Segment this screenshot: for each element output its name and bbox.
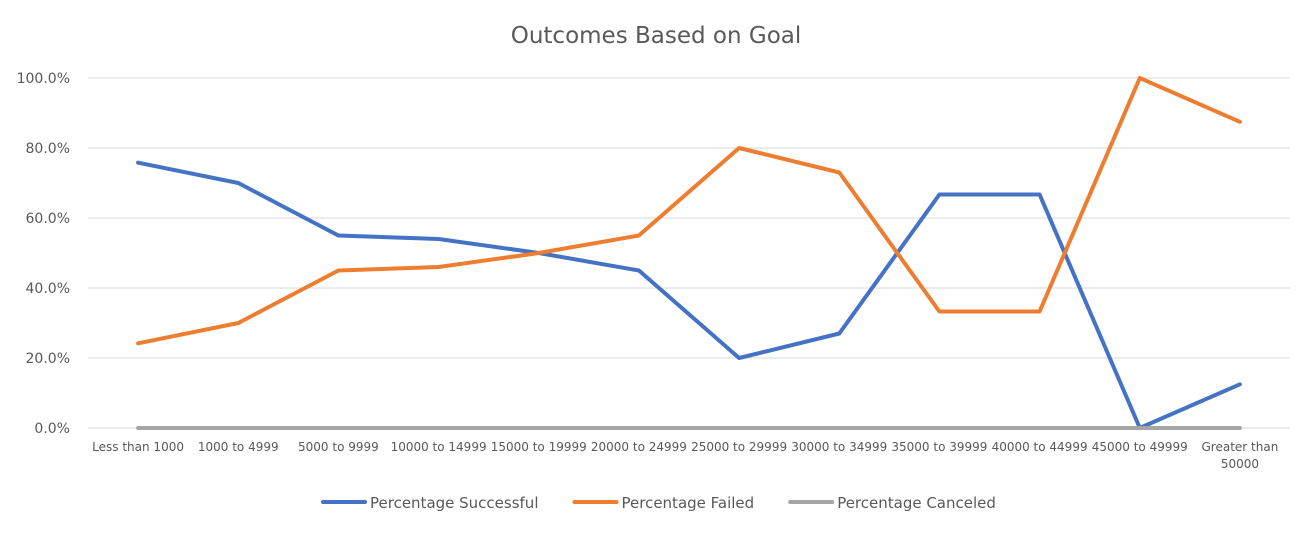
y-tick-label: 60.0% <box>26 211 70 227</box>
data-point-percentage-failed <box>937 309 941 313</box>
x-tick-label: 1000 to 4999 <box>198 440 279 454</box>
data-point-percentage-failed <box>837 171 841 175</box>
series-line-percentage-successful <box>136 160 1242 430</box>
x-tick-label: 5000 to 9999 <box>298 440 379 454</box>
data-point-percentage-failed <box>737 146 741 150</box>
y-axis-ticks: 0.0% 20.0% 40.0% 60.0% 80.0% 100.0% <box>17 71 70 437</box>
x-tick-label: 20000 to 24999 <box>591 440 687 454</box>
data-point-percentage-canceled <box>637 426 641 430</box>
data-point-percentage-canceled <box>336 426 340 430</box>
data-point-percentage-successful <box>336 234 340 238</box>
data-point-percentage-successful <box>837 332 841 336</box>
x-tick-label: 35000 to 39999 <box>891 440 987 454</box>
legend-label-percentage-successful: Percentage Successful <box>370 494 539 512</box>
data-point-percentage-successful <box>1038 193 1042 197</box>
series-lines <box>136 76 1242 430</box>
legend: Percentage Successful Percentage Failed Pe… <box>321 494 996 512</box>
x-tick-label: Greater than 50000 <box>1202 440 1279 471</box>
legend-label-percentage-failed: Percentage Failed <box>622 494 755 512</box>
y-tick-label: 80.0% <box>26 141 70 157</box>
data-point-percentage-canceled <box>737 426 741 430</box>
y-tick-label: 40.0% <box>26 281 70 297</box>
data-point-percentage-canceled <box>1238 426 1242 430</box>
data-point-percentage-failed <box>1238 120 1242 124</box>
legend-label-percentage-canceled: Percentage Canceled <box>837 494 996 512</box>
x-tick-label: 15000 to 19999 <box>491 440 587 454</box>
data-point-percentage-successful <box>737 356 741 360</box>
data-point-percentage-canceled <box>236 426 240 430</box>
x-tick-label: 30000 to 34999 <box>791 440 887 454</box>
x-tick-label: 40000 to 44999 <box>992 440 1088 454</box>
y-tick-label: 0.0% <box>34 421 70 437</box>
x-axis-ticks: Less than 1000 1000 to 4999 5000 to 9999 10… <box>92 440 1278 471</box>
x-tick-label: Less than 1000 <box>92 440 184 454</box>
data-point-percentage-successful <box>136 161 140 165</box>
data-point-percentage-failed <box>537 251 541 255</box>
chart-title: Outcomes Based on Goal <box>511 23 802 49</box>
data-point-percentage-successful <box>236 181 240 185</box>
data-point-percentage-successful <box>437 237 441 241</box>
series-line-percentage-failed <box>136 76 1242 346</box>
data-point-percentage-successful <box>1238 382 1242 386</box>
data-point-percentage-failed <box>1138 76 1142 80</box>
data-point-percentage-canceled <box>937 426 941 430</box>
data-point-percentage-failed <box>437 265 441 269</box>
data-point-percentage-failed <box>136 341 140 345</box>
data-point-percentage-canceled <box>537 426 541 430</box>
x-tick-label: 25000 to 29999 <box>691 440 787 454</box>
data-point-percentage-canceled <box>1138 426 1142 430</box>
data-point-percentage-successful <box>637 269 641 273</box>
data-point-percentage-failed <box>637 234 641 238</box>
data-point-percentage-canceled <box>437 426 441 430</box>
x-tick-label: 10000 to 14999 <box>391 440 487 454</box>
data-point-percentage-failed <box>236 321 240 325</box>
data-point-percentage-canceled <box>837 426 841 430</box>
y-tick-label: 100.0% <box>17 71 70 87</box>
gridlines <box>88 77 1290 429</box>
x-tick-label: 45000 to 49999 <box>1092 440 1188 454</box>
data-point-percentage-successful <box>937 193 941 197</box>
data-point-percentage-canceled <box>136 426 140 430</box>
data-point-percentage-failed <box>336 269 340 273</box>
data-point-percentage-canceled <box>1038 426 1042 430</box>
y-tick-label: 20.0% <box>26 351 70 367</box>
data-point-percentage-failed <box>1038 309 1042 313</box>
